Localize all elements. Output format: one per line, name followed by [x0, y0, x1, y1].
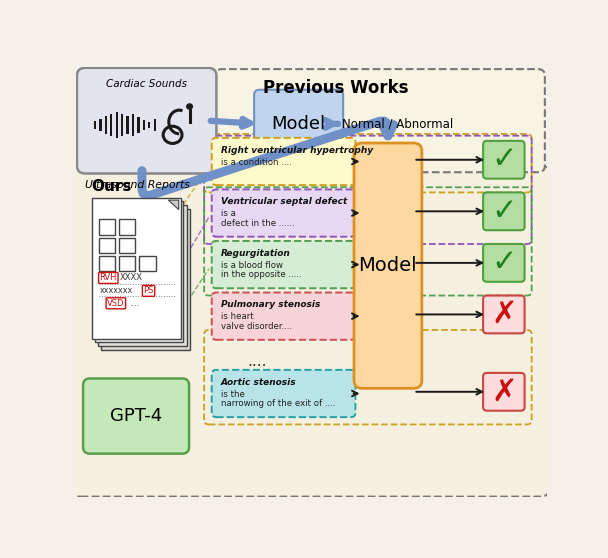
- Text: is heart: is heart: [221, 312, 254, 321]
- Bar: [116, 112, 118, 138]
- Bar: [121, 114, 123, 136]
- Text: ....: ....: [247, 354, 267, 369]
- Text: XXXX: XXXX: [120, 273, 143, 282]
- FancyBboxPatch shape: [354, 143, 422, 388]
- FancyBboxPatch shape: [77, 68, 216, 174]
- Text: defect in the ......: defect in the ......: [221, 219, 294, 228]
- Bar: [153, 119, 156, 131]
- FancyBboxPatch shape: [483, 244, 525, 282]
- FancyBboxPatch shape: [483, 141, 525, 179]
- FancyBboxPatch shape: [483, 193, 525, 230]
- FancyBboxPatch shape: [92, 199, 181, 339]
- FancyBboxPatch shape: [212, 370, 356, 417]
- Text: narrowing of the exit of ....: narrowing of the exit of ....: [221, 399, 335, 408]
- Text: Previous Works: Previous Works: [263, 79, 409, 97]
- Text: Normal / Abnormal: Normal / Abnormal: [342, 117, 454, 131]
- Text: xxxxxxx: xxxxxxx: [100, 286, 133, 295]
- Text: PS: PS: [143, 286, 154, 295]
- Text: GPT-4: GPT-4: [110, 407, 162, 425]
- FancyBboxPatch shape: [212, 292, 356, 340]
- Text: valve disorder....: valve disorder....: [221, 322, 292, 331]
- Circle shape: [187, 104, 192, 109]
- Text: Aortic stenosis: Aortic stenosis: [221, 378, 296, 387]
- Text: ✗: ✗: [491, 300, 517, 329]
- Text: in the opposite .....: in the opposite .....: [221, 270, 302, 279]
- Bar: [98, 238, 115, 253]
- Text: Model: Model: [272, 115, 326, 133]
- Bar: [132, 114, 134, 136]
- Text: is a condition ....: is a condition ....: [221, 157, 291, 167]
- Text: Cardiac Sounds: Cardiac Sounds: [106, 79, 187, 89]
- Bar: [110, 114, 112, 136]
- Bar: [139, 257, 156, 272]
- FancyBboxPatch shape: [483, 296, 525, 333]
- Bar: [98, 257, 115, 272]
- Text: ✓: ✓: [491, 145, 517, 174]
- Text: Right ventricular hypertrophy: Right ventricular hypertrophy: [221, 146, 373, 155]
- FancyBboxPatch shape: [83, 378, 189, 454]
- Polygon shape: [168, 200, 179, 210]
- Bar: [143, 120, 145, 129]
- Text: ✗: ✗: [491, 377, 517, 406]
- Bar: [99, 118, 102, 131]
- FancyBboxPatch shape: [98, 205, 187, 346]
- FancyBboxPatch shape: [212, 241, 356, 288]
- Text: ....: ....: [130, 299, 140, 308]
- Bar: [98, 219, 115, 234]
- Text: ✓: ✓: [491, 197, 517, 226]
- Text: VSD: VSD: [107, 299, 125, 308]
- FancyBboxPatch shape: [212, 138, 356, 185]
- Bar: [105, 116, 107, 134]
- Bar: [94, 121, 96, 129]
- Text: ✓: ✓: [491, 248, 517, 277]
- Text: Ventricular septal defect: Ventricular septal defect: [221, 197, 347, 206]
- FancyBboxPatch shape: [71, 166, 550, 497]
- FancyBboxPatch shape: [212, 189, 356, 237]
- Text: is the: is the: [221, 389, 244, 398]
- FancyBboxPatch shape: [254, 90, 343, 158]
- FancyBboxPatch shape: [215, 69, 545, 172]
- Bar: [126, 116, 129, 134]
- Text: Ultrasound Reports: Ultrasound Reports: [85, 180, 190, 190]
- FancyBboxPatch shape: [483, 373, 525, 411]
- Text: Pulmonary stenosis: Pulmonary stenosis: [221, 300, 320, 309]
- Bar: [119, 238, 136, 253]
- Bar: [137, 117, 140, 133]
- Text: RVH: RVH: [100, 273, 117, 282]
- Bar: [148, 122, 150, 128]
- Text: Model: Model: [359, 256, 417, 275]
- Text: Regurgitation: Regurgitation: [221, 249, 291, 258]
- Text: is a blood flow: is a blood flow: [221, 261, 283, 270]
- Text: is a: is a: [221, 209, 235, 218]
- Text: Ours: Ours: [91, 179, 131, 194]
- Bar: [119, 219, 136, 234]
- FancyBboxPatch shape: [102, 209, 190, 350]
- Bar: [119, 257, 136, 272]
- FancyBboxPatch shape: [95, 201, 184, 343]
